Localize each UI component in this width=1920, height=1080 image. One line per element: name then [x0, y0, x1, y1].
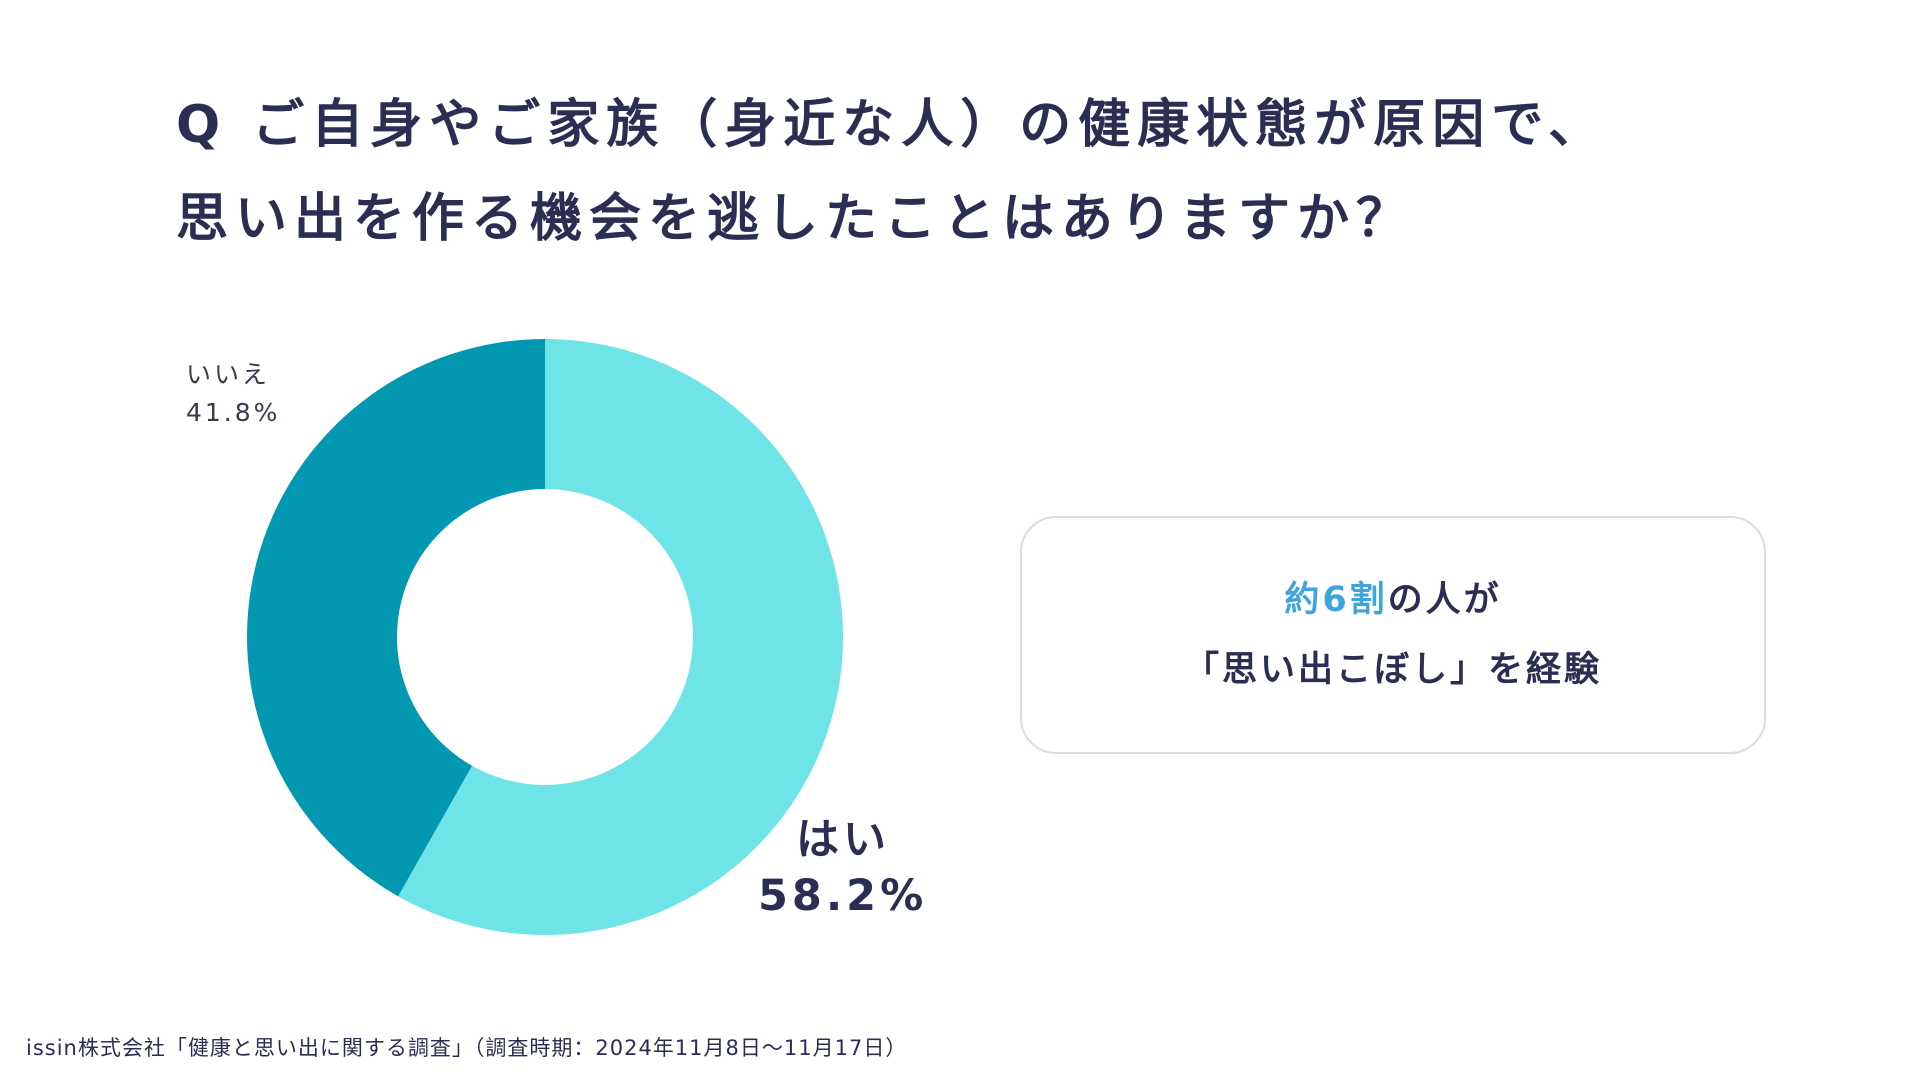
question-title-line2: 思い出を作る機会を逃したことはありますか？ [176, 189, 1416, 249]
label-no: いいえ 41.8% [186, 356, 280, 432]
label-no-name: いいえ [186, 360, 271, 389]
callout-line1-rest: の人が [1387, 580, 1502, 620]
callout-line2: 「思い出こぼし」を経験 [1183, 650, 1602, 690]
label-yes-name: はい [796, 815, 890, 865]
label-no-value: 41.8% [186, 398, 281, 427]
label-yes: はい 58.2% [758, 812, 927, 924]
donut-slice-yes [398, 339, 843, 935]
summary-callout: 約6割の人が 「思い出こぼし」を経験 [1020, 516, 1766, 754]
callout-line1: 約6割の人が [1284, 565, 1501, 635]
question-title-line1: Q ご自身やご家族（身近な人）の健康状態が原因で、 [176, 95, 1608, 155]
source-note: issin株式会社「健康と思い出に関する調査」（調査時期：2024年11月8日〜… [26, 1036, 908, 1060]
donut-slice-no [246, 339, 545, 897]
callout-accent: 約6割 [1284, 580, 1388, 620]
label-yes-value: 58.2% [758, 871, 928, 921]
question-title: Q ご自身やご家族（身近な人）の健康状態が原因で、 思い出を作る機会を逃したこと… [176, 78, 1776, 266]
